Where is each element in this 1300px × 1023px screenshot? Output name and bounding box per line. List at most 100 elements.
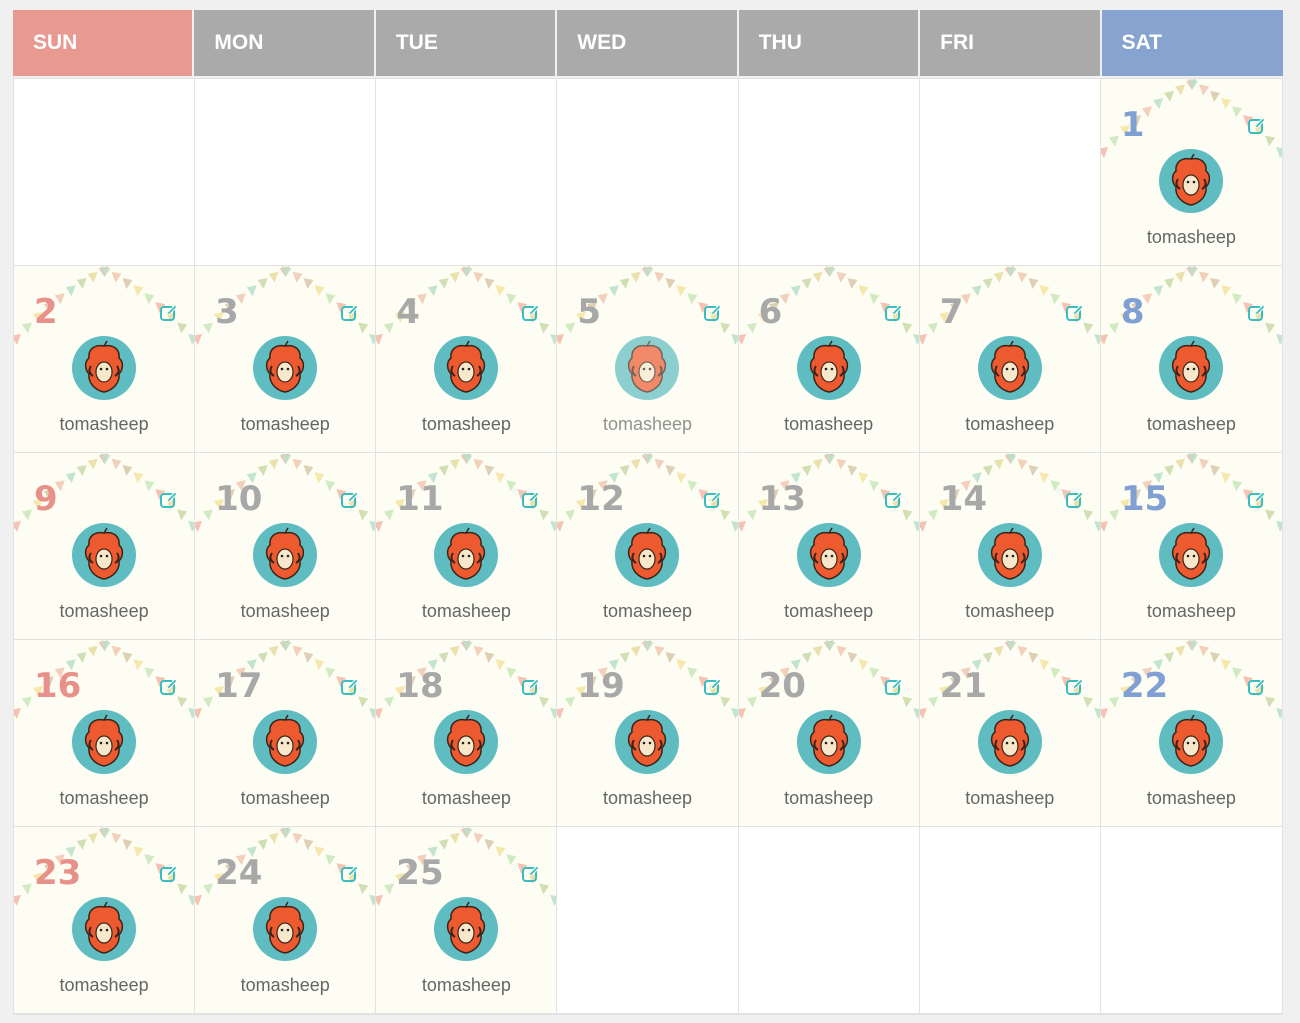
edit-icon[interactable] (340, 863, 360, 883)
sheep-avatar-icon[interactable] (72, 710, 137, 774)
sheep-avatar-icon[interactable] (434, 523, 499, 587)
day-cell[interactable]: 22 tomasheep (1100, 640, 1282, 827)
day-cell[interactable]: 25 tomasheep (376, 827, 558, 1014)
username[interactable]: tomasheep (240, 601, 330, 621)
edit-icon[interactable] (521, 676, 541, 696)
username[interactable]: tomasheep (602, 601, 693, 621)
sheep-avatar-icon[interactable] (615, 336, 680, 400)
sheep-avatar-icon[interactable] (977, 336, 1042, 400)
edit-icon[interactable] (703, 489, 723, 509)
day-cell[interactable]: 6 tomasheep (738, 266, 920, 453)
sheep-avatar-icon[interactable] (434, 710, 499, 774)
username[interactable]: tomasheep (784, 788, 874, 808)
day-cell[interactable]: 7 tomasheep (919, 266, 1101, 453)
edit-icon[interactable] (1065, 489, 1085, 509)
sheep-avatar-icon[interactable] (796, 523, 861, 587)
day-cell[interactable]: 16 tomasheep (14, 640, 196, 827)
sheep-avatar-icon[interactable] (72, 523, 137, 587)
day-cell[interactable]: 20 tomasheep (738, 640, 920, 827)
username[interactable]: tomasheep (1146, 788, 1236, 808)
username[interactable]: tomasheep (421, 788, 511, 808)
edit-icon[interactable] (1065, 676, 1085, 696)
sheep-avatar-icon[interactable] (615, 523, 680, 587)
edit-icon[interactable] (159, 302, 179, 322)
username[interactable]: tomasheep (59, 601, 149, 621)
username[interactable]: tomasheep (59, 788, 149, 808)
day-cell[interactable]: 21 tomasheep (919, 640, 1101, 827)
sheep-avatar-icon[interactable] (253, 336, 318, 400)
day-cell[interactable]: 23 tomasheep (14, 827, 196, 1014)
sheep-avatar-icon[interactable] (1159, 336, 1224, 400)
sheep-avatar-icon[interactable] (977, 710, 1042, 774)
username[interactable]: tomasheep (240, 414, 330, 434)
day-cell[interactable]: 24 tomasheep (195, 827, 377, 1014)
sheep-avatar-icon[interactable] (796, 336, 861, 400)
username[interactable]: tomasheep (1146, 601, 1236, 621)
sheep-avatar-icon[interactable] (1159, 710, 1224, 774)
username[interactable]: tomasheep (240, 975, 330, 995)
day-cell[interactable]: 12 tomasheep (557, 453, 739, 640)
day-cell[interactable]: 19 tomasheep (557, 640, 739, 827)
sheep-avatar-icon[interactable] (796, 710, 861, 774)
edit-icon[interactable] (884, 489, 904, 509)
edit-icon[interactable] (159, 676, 179, 696)
sheep-avatar-icon[interactable] (434, 897, 499, 961)
sheep-avatar-icon[interactable] (977, 523, 1042, 587)
username[interactable]: tomasheep (784, 414, 874, 434)
username[interactable]: tomasheep (965, 414, 1055, 434)
day-cell[interactable]: 8 tomasheep (1100, 266, 1282, 453)
username[interactable]: tomasheep (965, 788, 1055, 808)
sheep-avatar-icon[interactable] (1159, 149, 1224, 213)
day-cell[interactable]: 14 tomasheep (919, 453, 1101, 640)
username[interactable]: tomasheep (421, 975, 511, 995)
edit-icon[interactable] (1247, 489, 1267, 509)
edit-icon[interactable] (884, 302, 904, 322)
sheep-avatar-icon[interactable] (615, 710, 680, 774)
day-cell[interactable]: 3 tomasheep (195, 266, 377, 453)
username[interactable]: tomasheep (421, 601, 511, 621)
edit-icon[interactable] (1247, 676, 1267, 696)
edit-icon[interactable] (521, 302, 541, 322)
edit-icon[interactable] (340, 302, 360, 322)
username[interactable]: tomasheep (602, 788, 693, 808)
day-cell[interactable]: 13 tomasheep (738, 453, 920, 640)
edit-icon[interactable] (340, 676, 360, 696)
edit-icon[interactable] (884, 676, 904, 696)
sheep-avatar-icon[interactable] (434, 336, 499, 400)
day-cell[interactable]: 11 tomasheep (376, 453, 558, 640)
username[interactable]: tomasheep (59, 414, 149, 434)
day-cell[interactable]: 1 tomasheep (1100, 79, 1282, 266)
edit-icon[interactable] (1247, 302, 1267, 322)
username[interactable]: tomasheep (59, 975, 149, 995)
username[interactable]: tomasheep (1146, 227, 1236, 247)
day-cell[interactable]: 10 tomasheep (195, 453, 377, 640)
edit-icon[interactable] (159, 863, 179, 883)
sheep-avatar-icon[interactable] (72, 897, 137, 961)
day-cell[interactable]: 18 tomasheep (376, 640, 558, 827)
edit-icon[interactable] (703, 676, 723, 696)
edit-icon[interactable] (159, 489, 179, 509)
username[interactable]: tomasheep (421, 414, 511, 434)
sheep-avatar-icon[interactable] (253, 523, 318, 587)
sheep-avatar-icon[interactable] (1159, 523, 1224, 587)
sheep-avatar-icon[interactable] (253, 710, 318, 774)
username[interactable]: tomasheep (1146, 414, 1236, 434)
edit-icon[interactable] (521, 489, 541, 509)
sheep-avatar-icon[interactable] (72, 336, 137, 400)
sheep-avatar-icon[interactable] (253, 897, 318, 961)
username[interactable]: tomasheep (965, 601, 1055, 621)
edit-icon[interactable] (1065, 302, 1085, 322)
day-cell[interactable]: 5 tomasheep (557, 266, 739, 453)
username[interactable]: tomasheep (784, 601, 874, 621)
day-cell[interactable]: 4 tomasheep (376, 266, 558, 453)
edit-icon[interactable] (340, 489, 360, 509)
edit-icon[interactable] (1247, 115, 1267, 135)
day-cell[interactable]: 9 tomasheep (14, 453, 196, 640)
day-cell[interactable]: 2 tomasheep (14, 266, 196, 453)
day-cell[interactable]: 15 tomasheep (1100, 453, 1282, 640)
edit-icon[interactable] (703, 302, 723, 322)
day-cell[interactable]: 17 tomasheep (195, 640, 377, 827)
username[interactable]: tomasheep (240, 788, 330, 808)
username[interactable]: tomasheep (602, 414, 693, 434)
edit-icon[interactable] (521, 863, 541, 883)
